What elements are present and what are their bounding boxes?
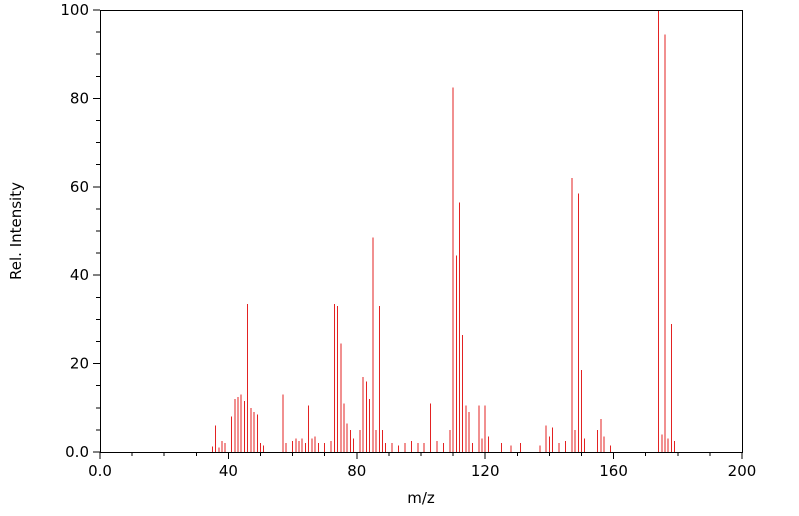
- x-tick-label: 120: [471, 462, 500, 480]
- y-tick-label: 40: [70, 266, 89, 284]
- x-tick-label: 80: [347, 462, 366, 480]
- axes-frame: [100, 10, 743, 453]
- y-tick-label: 80: [70, 89, 89, 107]
- y-tick-label: 0.0: [65, 443, 89, 461]
- x-tick-label: 40: [219, 462, 238, 480]
- x-tick-label: 160: [599, 462, 628, 480]
- x-axis-label: m/z: [407, 489, 435, 507]
- y-tick-label: 100: [60, 1, 89, 19]
- y-tick-label: 20: [70, 355, 89, 373]
- x-tick-label: 200: [728, 462, 757, 480]
- y-axis-label: Rel. Intensity: [7, 182, 25, 280]
- x-tick-label: 0.0: [88, 462, 112, 480]
- y-tick-label: 60: [70, 178, 89, 196]
